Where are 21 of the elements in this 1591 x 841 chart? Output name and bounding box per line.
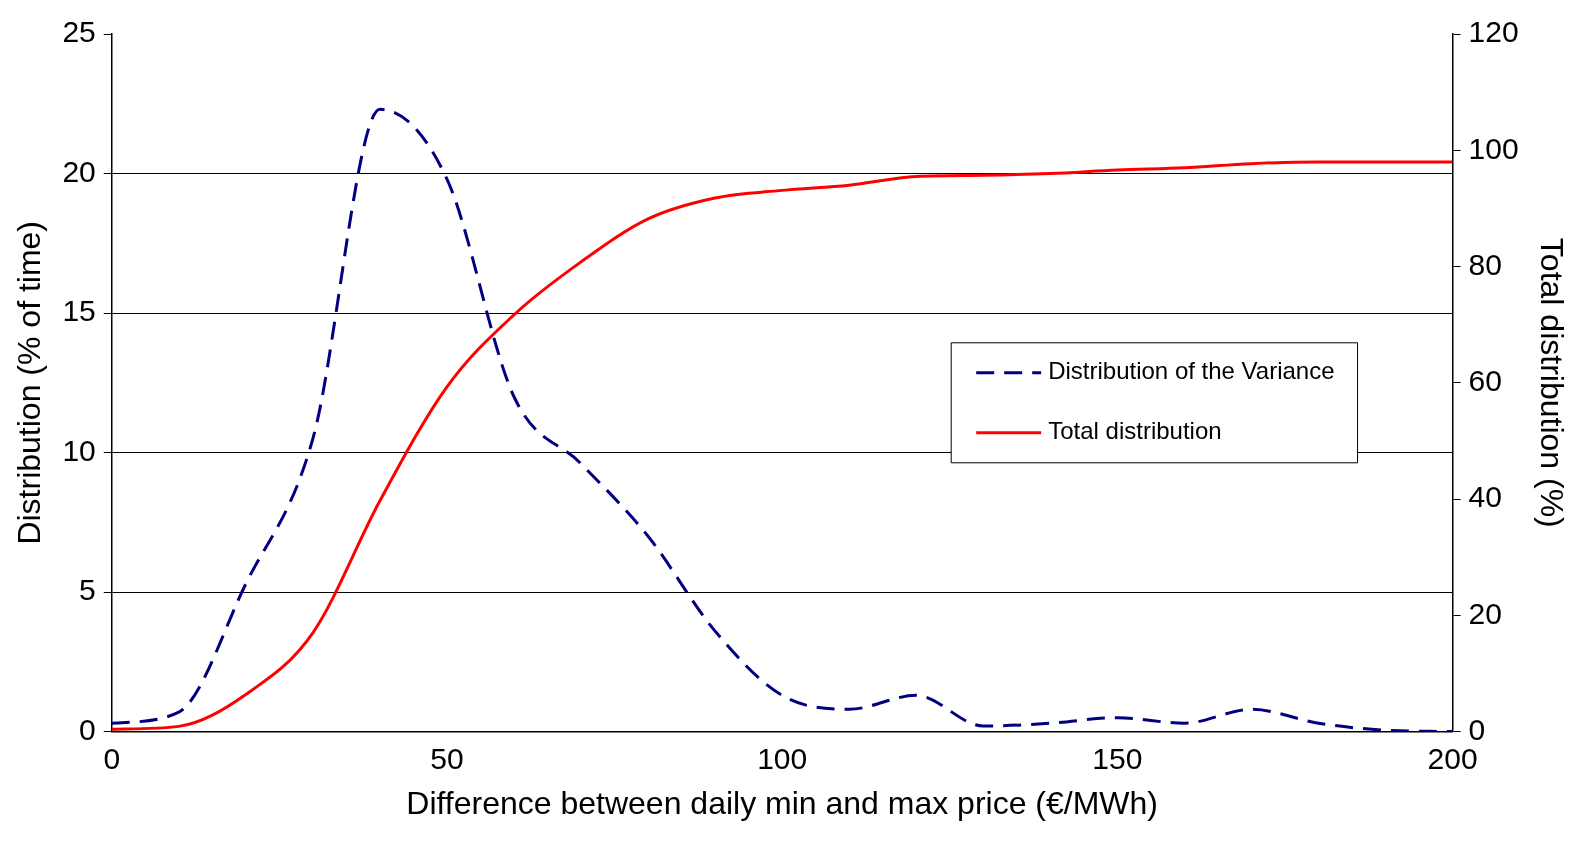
x-tick-label: 100	[757, 741, 808, 775]
y2-axis-title: Total distribution (%)	[1533, 237, 1570, 528]
y-axis-title: Distribution (% of time)	[11, 220, 48, 545]
y-tick-label: 0	[79, 712, 96, 746]
y2-tick-label: 60	[1468, 364, 1502, 398]
y2-tick-label: 40	[1468, 480, 1502, 514]
y-tick-label: 10	[62, 433, 96, 467]
y2-tick-label: 80	[1468, 247, 1502, 281]
legend-label: Total distribution	[1048, 417, 1222, 445]
y2-tick-label: 20	[1468, 596, 1502, 630]
x-tick-label: 50	[430, 741, 464, 775]
y-tick-label: 20	[62, 154, 96, 188]
legend-label: Distribution of the Variance	[1048, 357, 1335, 385]
y-tick-label: 25	[62, 15, 96, 49]
y-tick-label: 5	[79, 573, 96, 607]
x-tick-label: 0	[103, 741, 121, 775]
y2-tick-label: 100	[1468, 131, 1519, 165]
x-axis-title: Difference between daily min and max price (€/MWh)	[406, 784, 1159, 821]
x-tick-label: 150	[1092, 741, 1143, 775]
y-tick-label: 15	[62, 294, 96, 328]
y2-tick-label: 120	[1468, 15, 1519, 49]
